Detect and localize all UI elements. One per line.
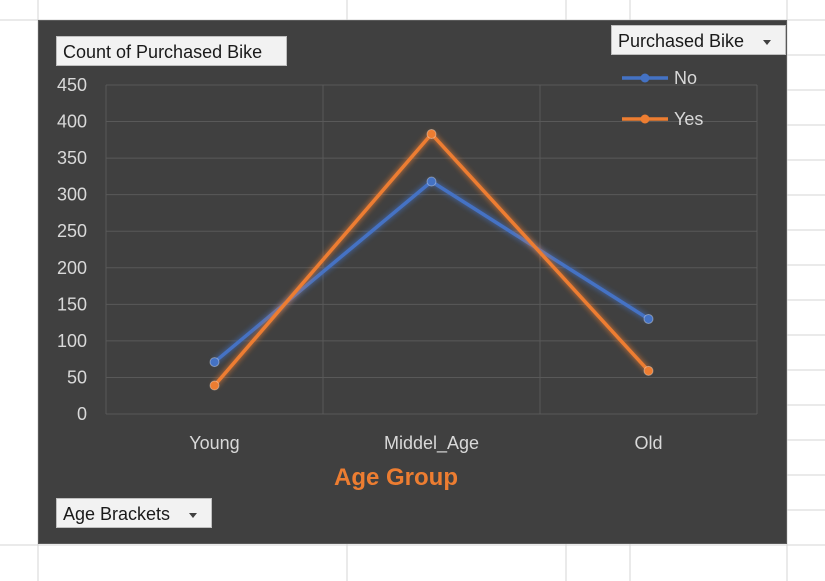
data-point-no[interactable] — [643, 313, 654, 324]
series-line-no[interactable] — [213, 179, 650, 364]
y-tick-label: 150 — [57, 294, 87, 314]
chevron-down-icon[interactable] — [189, 512, 198, 518]
legend-field-button[interactable]: Purchased Bike — [611, 25, 786, 55]
value-field-button[interactable]: Count of Purchased Bike — [56, 36, 287, 66]
y-tick-label: 450 — [57, 75, 87, 95]
y-tick-label: 100 — [57, 331, 87, 351]
legend-marker-yes — [640, 114, 650, 124]
x-tick-label: Young — [189, 433, 239, 453]
y-tick-label: 400 — [57, 112, 87, 132]
x-tick-label: Old — [634, 433, 662, 453]
axis-field-label: Age Brackets — [63, 504, 171, 524]
data-point-yes[interactable] — [643, 365, 654, 376]
data-point-yes[interactable] — [426, 128, 437, 139]
y-axis-ticks: 0 50 100 150 200 250 300 350 400 450 — [57, 75, 87, 424]
y-tick-label: 350 — [57, 148, 87, 168]
y-tick-label: 250 — [57, 221, 87, 241]
pivot-chart[interactable]: 0 50 100 150 200 250 300 350 400 450 Young Middel_… — [38, 20, 787, 544]
y-tick-label: 200 — [57, 258, 87, 278]
axis-field-button[interactable]: Age Brackets — [56, 498, 212, 528]
legend-label-yes: Yes — [674, 109, 703, 129]
y-tick-label: 50 — [67, 367, 87, 387]
legend-label-no: No — [674, 68, 697, 88]
legend-marker-no — [640, 73, 650, 83]
chevron-down-icon[interactable] — [763, 39, 772, 45]
value-field-label: Count of Purchased Bike — [63, 42, 263, 62]
data-point-no[interactable] — [426, 176, 437, 187]
x-tick-label: Middel_Age — [384, 433, 479, 454]
gridlines — [105, 84, 758, 415]
data-point-yes[interactable] — [209, 380, 220, 391]
series-layer — [209, 128, 654, 391]
x-axis-title: Age Group — [334, 464, 458, 491]
y-tick-label: 0 — [77, 404, 87, 424]
series-line-yes[interactable] — [213, 132, 650, 387]
line-chart-plot: 0 50 100 150 200 250 300 350 400 450 Young Middel_… — [57, 68, 758, 491]
data-point-no[interactable] — [209, 357, 220, 368]
legend[interactable]: No Yes — [622, 68, 703, 129]
y-tick-label: 300 — [57, 185, 87, 205]
x-axis-ticks: Young Middel_Age Old — [189, 433, 662, 454]
legend-field-label: Purchased Bike — [618, 31, 745, 51]
